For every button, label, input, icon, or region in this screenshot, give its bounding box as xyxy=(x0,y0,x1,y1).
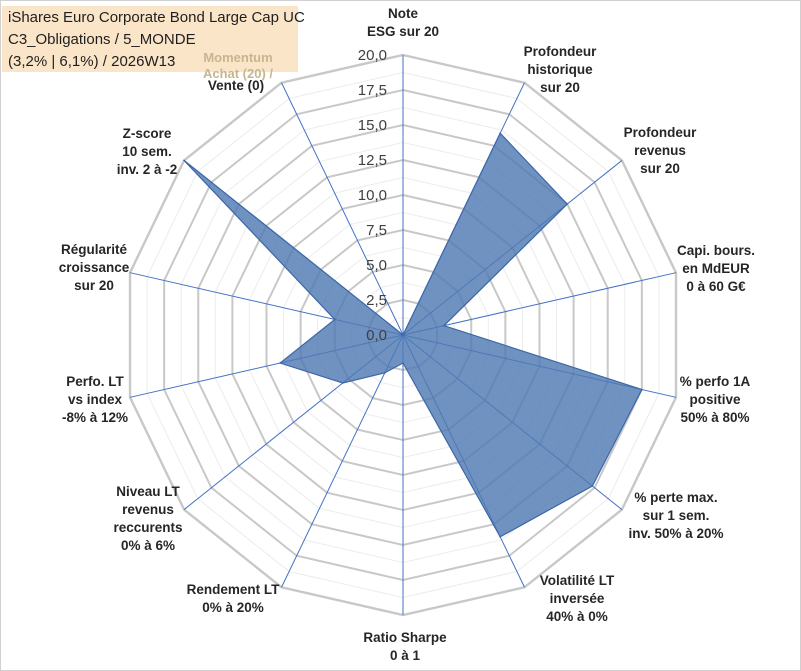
axis-label-line: sur 1 sem. xyxy=(643,508,710,523)
series-point xyxy=(183,159,185,162)
axis-label-line: vs index xyxy=(68,392,123,407)
axis-label-line: inversée xyxy=(550,591,605,606)
series-point xyxy=(279,362,281,364)
axis-label-line: positive xyxy=(689,392,741,407)
axis-label-line: 40% à 0% xyxy=(546,609,608,624)
axis-label-line: Z-score xyxy=(123,126,172,141)
axis-label-line: 0% à 6% xyxy=(121,538,175,553)
series-point xyxy=(591,485,594,487)
series-point xyxy=(341,382,344,384)
series-point xyxy=(443,324,445,327)
tick-layer: 0,0 2,5 5,0 7,5 10,0 12,5 15,0 17,5 20,0 xyxy=(358,47,387,344)
axis-label-line: revenus xyxy=(122,502,174,517)
series-point xyxy=(402,334,404,336)
series-point xyxy=(641,388,643,391)
axis-label-line: Capi. bours. xyxy=(677,243,755,258)
axis-label-line: 0 à 1 xyxy=(390,648,421,663)
axis-label-line: 0% à 20% xyxy=(202,600,264,615)
axis-label-line: Momentum xyxy=(203,50,273,65)
chart-title-line-1: iShares Euro Corporate Bond Large Cap UC xyxy=(8,9,305,26)
axis-spoke xyxy=(402,272,677,336)
axis-label-line: 50% à 80% xyxy=(680,410,749,425)
chart-title-line-3: (3,2% | 6,1%) / 2026W13 xyxy=(8,53,176,70)
axis-label-line: sur 20 xyxy=(74,278,114,293)
axis-label-line: 0 à 60 G€ xyxy=(686,279,746,294)
radial-tick-label: 2,5 xyxy=(366,292,387,309)
axis-label-momentum-overlay: Momentum Achat (20) / xyxy=(184,50,292,82)
axis-label-line: revenus xyxy=(634,143,686,158)
axis-label-line: reccurents xyxy=(113,520,182,535)
axis-label-line: historique xyxy=(527,62,593,77)
radial-tick-label: 12,5 xyxy=(358,152,387,169)
axis-label-line: Profondeur xyxy=(524,44,597,59)
axis-label-line: Régularité xyxy=(61,242,128,257)
axis-label-line: Vente (0) xyxy=(208,78,264,93)
axis-label-line: Profondeur xyxy=(624,125,697,140)
series-point xyxy=(333,318,336,321)
axis-label-line: croissance xyxy=(59,260,130,275)
axis-spoke xyxy=(281,334,404,588)
label-layer: Note ESG sur 20 Profondeur historique sur 20… xyxy=(59,6,755,663)
series-point xyxy=(402,362,404,364)
axis-label-line: Note xyxy=(388,6,418,21)
axis-spoke xyxy=(281,82,404,336)
axis-label-line: Perfo. LT xyxy=(66,374,124,389)
radial-tick-label: 15,0 xyxy=(358,117,387,134)
chart-title-box: iShares Euro Corporate Bond Large Cap UC… xyxy=(2,6,305,81)
axis-label-line: inv. 50% à 20% xyxy=(628,526,723,541)
axis-label-line: sur 20 xyxy=(540,80,580,95)
axis-label-line: % perte max. xyxy=(634,490,717,505)
radial-tick-label: 0,0 xyxy=(366,327,387,344)
axis-label-line: Rendement LT xyxy=(187,582,281,597)
axis-label-line: % perfo 1A xyxy=(680,374,751,389)
radial-tick-label: 17,5 xyxy=(358,82,387,99)
axis-label-line: Achat (20) / xyxy=(202,66,274,81)
axis-label-line: Ratio Sharpe xyxy=(363,630,447,645)
series-area xyxy=(183,132,643,538)
axis-label-line: ESG sur 20 xyxy=(367,24,439,39)
axis-label-line: Volatilité LT xyxy=(540,573,615,588)
axis-label-line: 10 sem. xyxy=(122,144,172,159)
radial-tick-label: 5,0 xyxy=(366,257,387,274)
axis-label-line: en MdEUR xyxy=(682,261,750,276)
axis-label-line: sur 20 xyxy=(640,161,680,176)
radial-tick-label: 20,0 xyxy=(358,47,387,64)
series-point xyxy=(566,203,568,205)
chart-title-line-2: C3_Obligations / 5_MONDE xyxy=(8,31,196,48)
axis-label-line: -8% à 12% xyxy=(62,410,128,425)
series-point xyxy=(499,132,501,134)
series-layer xyxy=(183,132,643,538)
radial-tick-label: 10,0 xyxy=(358,187,387,204)
radial-tick-label: 7,5 xyxy=(366,222,387,239)
axis-label-line: inv. 2 à -2 xyxy=(117,162,178,177)
axis-label-line: Niveau LT xyxy=(116,484,180,499)
series-point xyxy=(383,372,386,374)
series-point xyxy=(499,536,501,538)
